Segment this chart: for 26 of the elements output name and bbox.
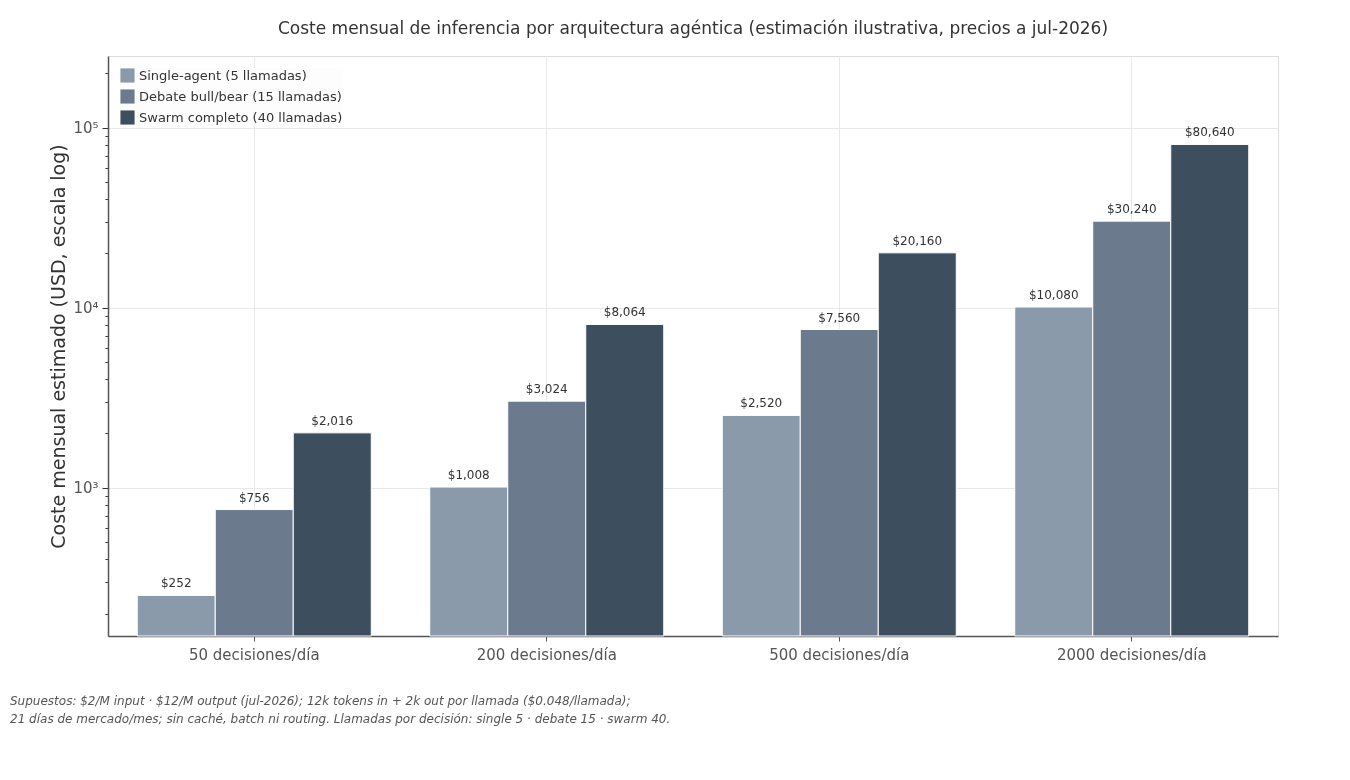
legend-label: Swarm completo (40 llamadas) <box>139 109 343 125</box>
legend-label: Single-agent (5 llamadas) <box>139 67 307 83</box>
data-label: $2,016 <box>311 413 354 428</box>
x-tick-label: 2000 decisiones/día <box>1056 645 1207 664</box>
text: Supuestos: $2/M input · $12/M output (jul-2026); 12k tokens in + 2k out por llamada ($0.048/llamada); <box>10 694 631 708</box>
data-label: $3,024 <box>525 382 568 397</box>
data-label: $30,240 <box>1106 202 1157 217</box>
x-tick-label: 500 decisiones/día <box>769 645 910 664</box>
data-label: $8,064 <box>603 305 646 320</box>
chart-title: Coste mensual de inferencia por arquitectura agéntica (estimación ilustrativa, precios a jul-2026) <box>277 18 1109 38</box>
y-tick-label: 10⁵ <box>73 119 99 138</box>
y-tick-label: 10⁴ <box>73 299 99 318</box>
legend-label: Debate bull/bear (15 llamadas) <box>139 88 342 104</box>
x-tick-label: 50 decisiones/día <box>188 645 320 664</box>
y-axis-title: Coste mensual estimado (USD, escala log) <box>47 144 70 549</box>
y-tick-label: 10³ <box>73 479 99 498</box>
data-label: $2,520 <box>740 396 783 411</box>
data-label: $7,560 <box>818 310 861 325</box>
data-label: $252 <box>160 576 192 591</box>
data-label: $20,160 <box>892 233 943 248</box>
data-label: $80,640 <box>1184 125 1235 140</box>
data-label: $10,080 <box>1028 288 1079 303</box>
text: 21 días de mercado/mes; sin caché, batch ni routing. Llamadas por decisión: single 5 · debate 15 · swarm 40. <box>10 712 671 726</box>
x-tick-label: 200 decisiones/día <box>476 645 617 664</box>
data-label: $1,008 <box>447 468 490 483</box>
data-label: $756 <box>238 490 270 505</box>
